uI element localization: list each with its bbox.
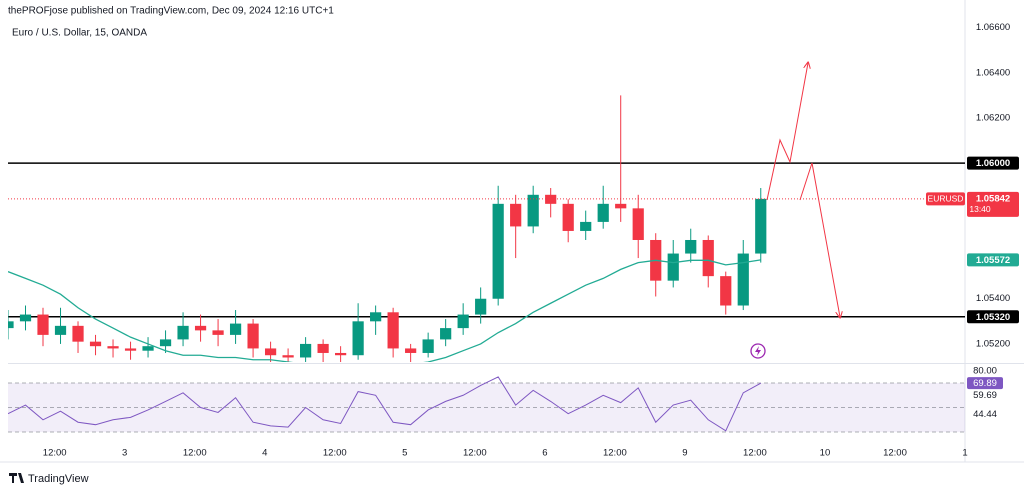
candle-body (510, 203, 522, 227)
rsi-pane (8, 376, 965, 433)
y-tick-label: 1.06600 (976, 22, 1010, 33)
candle-body (282, 355, 294, 358)
y-tick-label: 1.06200 (976, 112, 1010, 123)
brand-logo (9, 473, 24, 483)
rsi-last-bg (967, 377, 1003, 390)
level-label: 1.05320 (976, 312, 1010, 323)
x-tick-label: 6 (542, 448, 547, 459)
candle-body (89, 341, 102, 347)
brand: TradingView (9, 473, 89, 485)
rsi-marker-label: 59.69 (973, 390, 997, 401)
candle-body (107, 346, 119, 349)
ma-last-label-bg (967, 253, 1019, 267)
x-tick-label: 12:00 (883, 448, 907, 459)
x-tick-label: 12:00 (463, 448, 487, 459)
candle-body (317, 343, 329, 353)
x-tick-label: 12:00 (43, 448, 67, 459)
level-label: 1.06000 (976, 158, 1010, 169)
candle-body (335, 352, 347, 356)
candle-body (19, 314, 32, 322)
candle-body (475, 298, 487, 315)
candle-body (720, 276, 732, 306)
event-circle (750, 343, 766, 359)
x-tick-label: 12:00 (183, 448, 207, 459)
x-tick-label: 12:00 (743, 448, 767, 459)
candle-body (352, 321, 364, 356)
down-arrow (799, 162, 840, 317)
x-tick-label: 3 (122, 448, 127, 459)
projection-arrows (766, 63, 840, 317)
candle-body (492, 203, 504, 299)
candle-body (755, 198, 767, 254)
rsi-tick-label: 80.00 (973, 365, 997, 376)
candle-body (562, 203, 574, 231)
candle-body (545, 194, 557, 204)
x-tick-label: 12:00 (603, 448, 627, 459)
publisher-line: thePROFjose published on TradingView.com… (8, 6, 334, 17)
event-bolt (755, 346, 761, 356)
y-tick-label: 1.05200 (976, 338, 1010, 349)
x-tick-label: 5 (402, 448, 407, 459)
level-label-bg (967, 310, 1019, 324)
candle-body (527, 194, 539, 227)
price-pane (8, 95, 965, 362)
candle-body (37, 314, 49, 335)
last-price-bg (967, 191, 1019, 217)
candle-body (8, 321, 14, 329)
candle-body (737, 253, 749, 306)
candle-body (422, 339, 434, 353)
candle-body (264, 348, 277, 356)
candle-body (54, 325, 67, 335)
candle-body (229, 323, 242, 335)
x-tick-label: 1 (962, 448, 967, 459)
rsi-marker-label: 44.44 (973, 409, 997, 420)
candle-body (194, 325, 207, 331)
y-tick-label: 1.06400 (976, 67, 1010, 78)
candle-body (72, 325, 84, 342)
symbol-tag-bg (926, 192, 965, 206)
candle-body (440, 328, 452, 340)
axes: 12:00 3 12:00 4 12:00 5 12:00 6 12:00 9 12:00 10 12:… (43, 22, 1019, 459)
countdown: 13:40 (969, 204, 991, 214)
candle-body (615, 203, 627, 209)
candle-body (405, 348, 417, 353)
y-tick-label: 1.05400 (976, 293, 1010, 304)
candle-body (580, 221, 592, 231)
candle-body (667, 253, 679, 281)
candle-body (702, 239, 714, 277)
rsi-line (8, 376, 762, 432)
moving-average (8, 259, 761, 362)
symbol-line: Euro / U.S. Dollar, 15, OANDA (12, 28, 147, 39)
up-arrow (766, 63, 808, 201)
level-label-bg (967, 156, 1019, 170)
candle-body (247, 323, 259, 349)
brand-name: TradingView (28, 473, 89, 485)
candle-body (387, 312, 399, 349)
candle-body (597, 203, 609, 222)
candle-body (300, 343, 312, 358)
symbol-tag: EURUSD (928, 194, 964, 204)
candle-body (124, 348, 137, 351)
x-tick-label: 10 (820, 448, 831, 459)
candle-body (142, 346, 154, 351)
candle-body (632, 208, 644, 240)
candle-body (370, 312, 382, 322)
candle-body (457, 314, 469, 329)
rsi-last-label: 69.89 (973, 378, 997, 389)
last-price-label: 1.05842 (976, 193, 1010, 204)
candle-body (685, 239, 697, 254)
event-icon (750, 343, 766, 359)
candle-body (159, 339, 172, 347)
x-tick-label: 12:00 (323, 448, 347, 459)
candle-body (177, 325, 189, 340)
x-tick-label: 4 (262, 448, 267, 459)
ma-last-label: 1.05572 (976, 255, 1010, 266)
candle-body (212, 330, 224, 335)
x-tick-label: 9 (682, 448, 687, 459)
